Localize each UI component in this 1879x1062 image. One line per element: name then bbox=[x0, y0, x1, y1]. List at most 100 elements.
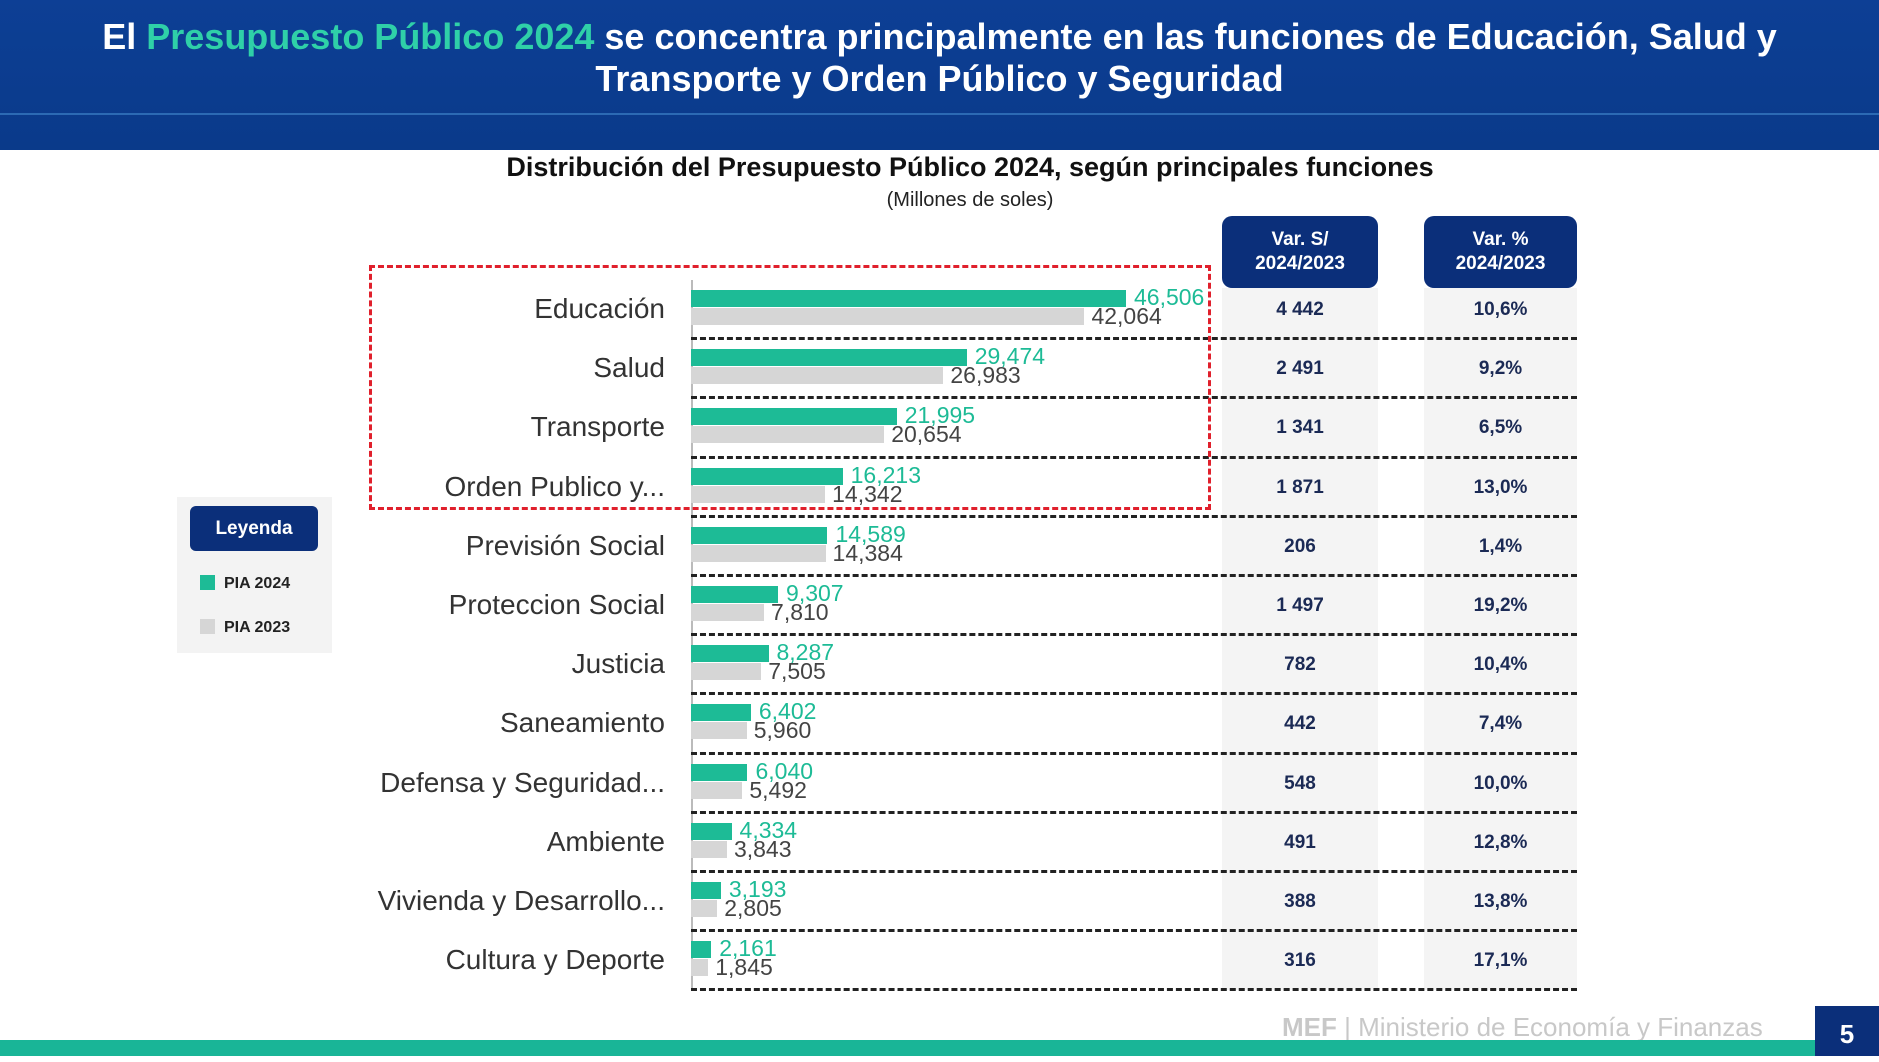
var-pct-cell: 7,4% bbox=[1478, 713, 1523, 735]
data-label-pia-2024: 46,506 bbox=[1134, 284, 1205, 310]
var-abs-cell: 2 491 bbox=[1276, 358, 1324, 380]
data-label-pia-2023: 7,505 bbox=[768, 658, 826, 685]
chart-title: Distribución del Presupuesto Público 202… bbox=[506, 152, 1434, 182]
row-separator bbox=[691, 692, 1577, 696]
var-pct-cell: 13,0% bbox=[1473, 476, 1528, 498]
data-label-pia-2023: 3,843 bbox=[733, 835, 792, 862]
legend-label: PIA 2024 bbox=[224, 575, 291, 592]
highlight-box bbox=[369, 265, 1211, 510]
category-label: Previsión Social bbox=[465, 529, 665, 561]
data-label-pia-2024: 9,307 bbox=[786, 580, 844, 606]
bar-pia-2024 bbox=[691, 408, 897, 426]
data-label-pia-2024: 4,334 bbox=[739, 816, 798, 843]
row-separator bbox=[691, 574, 1577, 577]
var-abs-column-bg bbox=[1222, 288, 1378, 990]
data-label-pia-2023: 14,384 bbox=[832, 539, 903, 566]
bar-pia-2023 bbox=[691, 308, 1085, 325]
bar-pia-2023 bbox=[691, 900, 718, 917]
row-separator bbox=[691, 810, 1577, 814]
var-pct-cell: 1,4% bbox=[1478, 535, 1523, 557]
row-separator bbox=[691, 870, 1577, 873]
data-label-pia-2024: 6,402 bbox=[758, 698, 817, 725]
ministry-name: Ministerio de Economía y Finanzas bbox=[1358, 1012, 1763, 1042]
headline-line-1: El Presupuesto Público 2024 se concentra… bbox=[0, 16, 1879, 58]
bar-pia-2024 bbox=[691, 645, 769, 663]
var-abs-cell: 1 341 bbox=[1276, 417, 1324, 439]
category-label: Vivienda y Desarrollo... bbox=[377, 885, 665, 916]
var-pct-column-bg bbox=[1424, 288, 1577, 990]
header-line: Var. % bbox=[1472, 229, 1529, 250]
bar-pia-2024 bbox=[691, 941, 712, 959]
var-abs-cell: 782 bbox=[1284, 654, 1316, 676]
row-separator bbox=[691, 929, 1577, 933]
bar-pia-2023 bbox=[691, 604, 765, 621]
category-label: Saneamiento bbox=[499, 707, 665, 739]
var-pct-cell: 9,2% bbox=[1478, 358, 1523, 380]
category-label: Cultura y Deporte bbox=[445, 944, 665, 976]
data-label-pia-2024: 8,287 bbox=[776, 639, 835, 666]
bar-pia-2023 bbox=[691, 840, 727, 858]
var-pct-header: Var. % 2024/2023 bbox=[1424, 216, 1577, 288]
data-label-pia-2023: 26,983 bbox=[950, 362, 1021, 389]
legend-label: PIA 2023 bbox=[224, 619, 291, 636]
mef-logo-text: MEF bbox=[1282, 1012, 1337, 1042]
legend-title: Leyenda bbox=[190, 506, 318, 551]
data-label-pia-2023: 20,654 bbox=[891, 421, 962, 448]
row-separator bbox=[691, 988, 1577, 992]
data-label-pia-2023: 7,810 bbox=[771, 599, 829, 625]
row-separator bbox=[691, 633, 1577, 637]
data-label-pia-2024: 6,040 bbox=[755, 757, 814, 784]
headline-text: se concentra principalmente en las funci… bbox=[594, 16, 1777, 57]
var-pct-cell: 12,8% bbox=[1473, 831, 1528, 853]
bar-pia-2023 bbox=[691, 781, 743, 799]
category-label: Educación bbox=[534, 293, 665, 324]
bar-pia-2024 bbox=[691, 526, 828, 544]
header-divider bbox=[0, 113, 1879, 115]
bar-pia-2024 bbox=[691, 882, 721, 899]
bar-pia-2023 bbox=[691, 959, 709, 977]
category-label: Proteccion Social bbox=[448, 589, 665, 620]
legend: Leyenda PIA 2024 PIA 2023 bbox=[177, 497, 332, 653]
bar-pia-2024 bbox=[691, 586, 779, 603]
header-line: 2024/2023 bbox=[1455, 253, 1546, 274]
var-abs-cell: 316 bbox=[1284, 950, 1316, 972]
var-abs-cell: 548 bbox=[1284, 772, 1316, 794]
var-pct-cell: 10,6% bbox=[1473, 299, 1528, 320]
bar-pia-2023 bbox=[691, 663, 762, 681]
var-abs-cell: 388 bbox=[1284, 891, 1316, 912]
bar-pia-2023 bbox=[691, 485, 826, 503]
data-label-pia-2023: 1,845 bbox=[715, 954, 773, 981]
chart-subtitle: (Millones de soles) bbox=[886, 189, 1054, 211]
bar-pia-2024 bbox=[691, 349, 967, 367]
row-separator bbox=[691, 751, 1577, 755]
data-label-pia-2024: 3,193 bbox=[728, 876, 787, 902]
var-pct-cell: 10,4% bbox=[1473, 654, 1528, 676]
bar-pia-2024 bbox=[691, 822, 732, 840]
bar-pia-2023 bbox=[691, 722, 747, 740]
legend-item-pia-2024: PIA 2024 bbox=[200, 575, 290, 593]
var-abs-cell: 206 bbox=[1284, 535, 1316, 557]
bar-pia-2023 bbox=[691, 426, 885, 444]
bar-pia-2024 bbox=[691, 763, 748, 781]
page-number: 5 bbox=[1815, 1006, 1879, 1056]
footer-bar bbox=[0, 1040, 1879, 1056]
var-pct-cell: 19,2% bbox=[1473, 595, 1528, 616]
bar-pia-2024 bbox=[691, 290, 1126, 307]
var-pct-cell: 10,0% bbox=[1473, 772, 1528, 794]
bar-pia-2024 bbox=[691, 467, 843, 485]
data-label-pia-2024: 21,995 bbox=[904, 402, 976, 429]
row-separator bbox=[691, 396, 1577, 400]
bar-pia-2024 bbox=[691, 704, 751, 722]
var-abs-header: Var. S/2024/2023 bbox=[1222, 216, 1378, 288]
category-label: Defensa y Seguridad... bbox=[380, 766, 665, 798]
headline-text: El bbox=[102, 16, 147, 57]
headline-accent: Presupuesto Público 2024 bbox=[146, 16, 595, 57]
data-label-pia-2024: 16,213 bbox=[850, 461, 921, 488]
bar-pia-2023 bbox=[691, 544, 826, 562]
var-pct-cell: 13,8% bbox=[1473, 891, 1528, 912]
footer-brand: MEF | Ministerio de Economía y Finanzas bbox=[1282, 1012, 1763, 1042]
var-abs-cell: 1 497 bbox=[1276, 595, 1324, 616]
row-separator bbox=[691, 337, 1577, 341]
bar-pia-2023 bbox=[691, 367, 944, 385]
